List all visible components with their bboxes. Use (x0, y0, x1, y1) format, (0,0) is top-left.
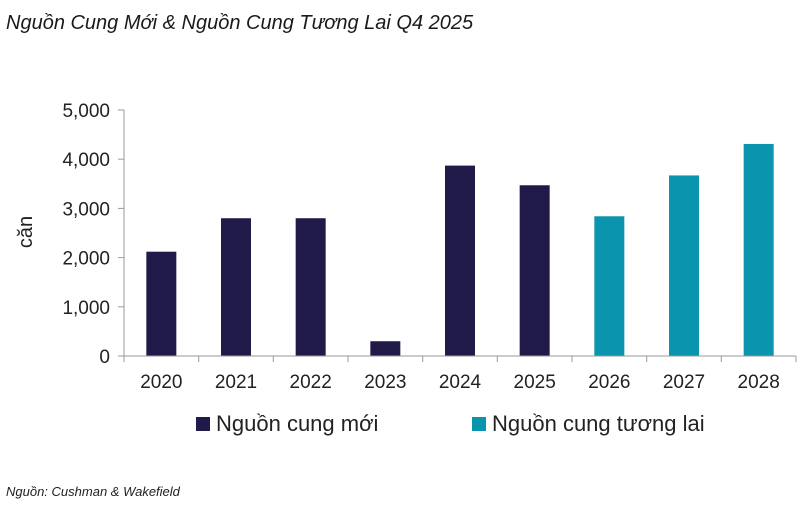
legend-swatch-new-supply (196, 417, 210, 431)
x-tick-label: 2025 (514, 372, 556, 393)
bar-2026 (594, 216, 625, 356)
x-tick-label: 2020 (140, 372, 182, 393)
bar-chart: căn 0 1,000 2,000 3,000 4,000 5,000 2020 2021 2… (15, 101, 797, 436)
legend-label-future-supply: Nguồn cung tương lai (492, 411, 705, 436)
legend-label-new-supply: Nguồn cung mới (216, 411, 378, 436)
bar-2024 (445, 165, 475, 356)
y-tick-label: 4,000 (62, 150, 110, 171)
legend: Nguồn cung mới Nguồn cung tương lai (196, 411, 705, 436)
bar-2020 (146, 251, 177, 356)
y-tick-label: 5,000 (62, 101, 110, 122)
y-tick-label: 1,000 (62, 298, 110, 319)
bar-2021 (221, 218, 251, 356)
bar-2025 (519, 185, 550, 356)
bar-2028 (743, 143, 774, 356)
x-tick-label: 2023 (364, 372, 406, 393)
y-tick-label: 2,000 (62, 249, 110, 270)
x-tick-label: 2024 (439, 372, 482, 393)
bar-2027 (669, 175, 699, 356)
x-tick-label: 2027 (663, 372, 705, 393)
x-tick-label: 2028 (738, 372, 780, 393)
y-tick-label: 0 (99, 347, 110, 368)
legend-swatch-future-supply (472, 417, 486, 431)
chart-title: Nguồn Cung Mới & Nguồn Cung Tương Lai Q4… (6, 12, 474, 34)
x-tick-label: 2021 (215, 372, 257, 393)
bar-2022 (295, 218, 326, 356)
bar-2023 (370, 341, 401, 356)
y-tick-label: 3,000 (62, 199, 110, 220)
y-axis-label: căn (15, 216, 37, 248)
x-tick-label: 2022 (290, 372, 332, 393)
source-note: Nguồn: Cushman & Wakefield (6, 484, 180, 499)
x-tick-label: 2026 (588, 372, 630, 393)
